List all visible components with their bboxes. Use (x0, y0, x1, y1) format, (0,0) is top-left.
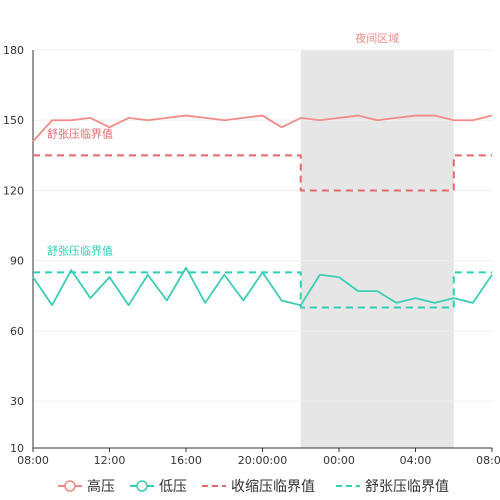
legend-label[interactable]: 收缩压临界值 (231, 479, 315, 495)
y-tick-label: 150 (3, 114, 24, 127)
y-tick-label: 90 (10, 255, 24, 268)
x-tick-label: 12:00 (94, 454, 126, 467)
x-tick-label: 16:00 (170, 454, 202, 467)
series-line-3 (33, 154, 492, 192)
series-line-1 (32, 114, 493, 142)
x-tick-label: 08:00 (476, 454, 500, 467)
night-region-label: 夜间区域 (355, 31, 399, 45)
y-tick-label: 30 (10, 395, 24, 408)
legend-label[interactable]: 舒张压临界值 (365, 479, 449, 495)
legend-marker-circle[interactable] (64, 480, 76, 492)
x-tick-label: 20:00:00 (238, 454, 287, 467)
y-tick-label: 120 (3, 184, 24, 197)
x-tick-label: 08:00 (17, 454, 49, 467)
threshold-label: 舒张压临界值 (47, 243, 113, 257)
series-line-4 (33, 271, 492, 309)
legend-marker-circle[interactable] (136, 480, 148, 492)
night-region (300, 50, 454, 448)
x-tick-label: 00:00 (323, 454, 355, 467)
x-tick-label: 04:00 (400, 454, 432, 467)
legend-label[interactable]: 高压 (87, 478, 115, 495)
y-tick-label: 180 (3, 44, 24, 57)
y-tick-label: 10 (10, 442, 24, 455)
legend-label[interactable]: 低压 (159, 479, 187, 495)
y-tick-label: 60 (10, 325, 24, 338)
threshold-label: 舒张压临界值 (47, 126, 113, 140)
